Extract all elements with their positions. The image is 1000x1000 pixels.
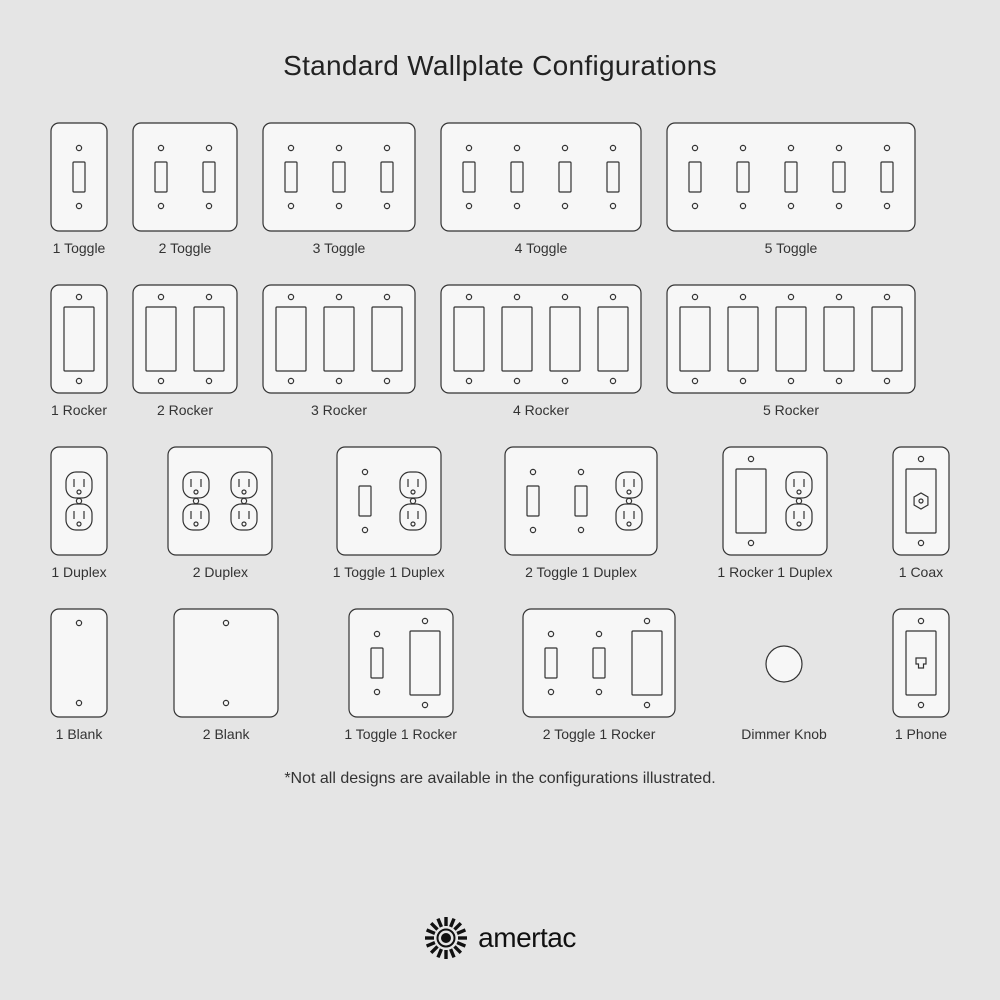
wallplate-label: 1 Phone	[895, 726, 947, 742]
wallplate-diagram	[722, 446, 828, 556]
wallplate-label: 1 Toggle 1 Rocker	[344, 726, 457, 742]
wallplate-label: 1 Toggle 1 Duplex	[333, 564, 445, 580]
wallplate-diagram	[892, 446, 950, 556]
wallplate-rocker-1-duplex-1: 1 Rocker 1 Duplex	[717, 446, 832, 580]
wallplate-rocker-4: 4 Rocker	[440, 284, 642, 418]
wallplate-toggle-3: 3 Toggle	[262, 122, 416, 256]
wallplate-diagram	[173, 608, 279, 718]
wallplate-label: 1 Toggle	[53, 240, 106, 256]
row-mixed-2: 1 Blank 2 Blank 1 Toggle 1 Rocker 2 Toggle …	[50, 608, 950, 742]
wallplate-duplex-1: 1 Duplex	[50, 446, 108, 580]
wallplate-diagram	[892, 608, 950, 718]
wallplate-diagram	[50, 284, 108, 394]
wallplate-diagram	[348, 608, 454, 718]
wallplate-diagram	[504, 446, 658, 556]
wallplate-diagram	[50, 122, 108, 232]
wallplate-toggle-2-rocker-1: 2 Toggle 1 Rocker	[522, 608, 676, 742]
wallplate-label: 2 Toggle 1 Duplex	[525, 564, 637, 580]
wallplate-toggle-1-duplex-1: 1 Toggle 1 Duplex	[333, 446, 445, 580]
wallplate-label: 5 Toggle	[765, 240, 818, 256]
wallplate-diagram	[336, 446, 442, 556]
wallplate-phone-1: 1 Phone	[892, 608, 950, 742]
wallplate-diagram	[50, 446, 108, 556]
wallplate-toggle-2-duplex-1: 2 Toggle 1 Duplex	[504, 446, 658, 580]
wallplate-rocker-5: 5 Rocker	[666, 284, 916, 418]
brand-footer: amertac	[0, 916, 1000, 960]
brand-logo-icon	[424, 916, 468, 960]
wallplate-diagram	[440, 284, 642, 394]
wallplate-label: 2 Toggle 1 Rocker	[543, 726, 656, 742]
wallplate-dimmer-knob: Dimmer Knob	[741, 610, 827, 742]
page-title: Standard Wallplate Configurations	[0, 50, 1000, 82]
wallplate-label: 1 Rocker	[51, 402, 107, 418]
wallplate-diagram	[132, 122, 238, 232]
wallplate-label: 3 Rocker	[311, 402, 367, 418]
wallplate-toggle-5: 5 Toggle	[666, 122, 916, 256]
row-mixed-1: 1 Duplex 2 Duplex 1 Toggle 1 Duplex 2 Toggl…	[50, 446, 950, 580]
wallplate-toggle-1-rocker-1: 1 Toggle 1 Rocker	[344, 608, 457, 742]
row-toggle: 1 Toggle 2 Toggle 3 Toggle 4 Toggle 5 Toggle	[50, 122, 950, 256]
disclaimer-text: *Not all designs are available in the co…	[0, 770, 1000, 788]
wallplate-label: 1 Coax	[899, 564, 943, 580]
wallplate-label: 2 Rocker	[157, 402, 213, 418]
wallplate-label: 1 Blank	[56, 726, 103, 742]
wallplate-diagram	[440, 122, 642, 232]
wallplate-toggle-4: 4 Toggle	[440, 122, 642, 256]
wallplate-duplex-2: 2 Duplex	[167, 446, 273, 580]
wallplate-label: 1 Duplex	[51, 564, 106, 580]
wallplate-toggle-2: 2 Toggle	[132, 122, 238, 256]
wallplate-blank-2: 2 Blank	[173, 608, 279, 742]
wallplate-label: 2 Duplex	[193, 564, 248, 580]
wallplate-label: 4 Rocker	[513, 402, 569, 418]
wallplate-label: 2 Blank	[203, 726, 250, 742]
wallplate-diagram	[262, 122, 416, 232]
wallplate-label: 1 Rocker 1 Duplex	[717, 564, 832, 580]
wallplate-diagram	[167, 446, 273, 556]
rows-container: 1 Toggle 2 Toggle 3 Toggle 4 Toggle 5 Toggle…	[0, 122, 1000, 742]
wallplate-label: 3 Toggle	[313, 240, 366, 256]
wallplate-blank-1: 1 Blank	[50, 608, 108, 742]
brand-name: amertac	[478, 922, 576, 954]
wallplate-diagram	[764, 610, 804, 718]
wallplate-diagram	[50, 608, 108, 718]
wallplate-diagram	[666, 122, 916, 232]
row-rocker: 1 Rocker 2 Rocker 3 Rocker 4 Rocker 5 Rocker	[50, 284, 950, 418]
wallplate-label: 4 Toggle	[515, 240, 568, 256]
wallplate-diagram	[666, 284, 916, 394]
wallplate-diagram	[132, 284, 238, 394]
wallplate-rocker-3: 3 Rocker	[262, 284, 416, 418]
wallplate-label: 2 Toggle	[159, 240, 212, 256]
wallplate-rocker-1: 1 Rocker	[50, 284, 108, 418]
wallplate-diagram	[262, 284, 416, 394]
wallplate-rocker-2: 2 Rocker	[132, 284, 238, 418]
wallplate-coax-1: 1 Coax	[892, 446, 950, 580]
wallplate-label: 5 Rocker	[763, 402, 819, 418]
wallplate-toggle-1: 1 Toggle	[50, 122, 108, 256]
wallplate-label: Dimmer Knob	[741, 726, 827, 742]
page: Standard Wallplate Configurations 1 Togg…	[0, 0, 1000, 1000]
wallplate-diagram	[522, 608, 676, 718]
